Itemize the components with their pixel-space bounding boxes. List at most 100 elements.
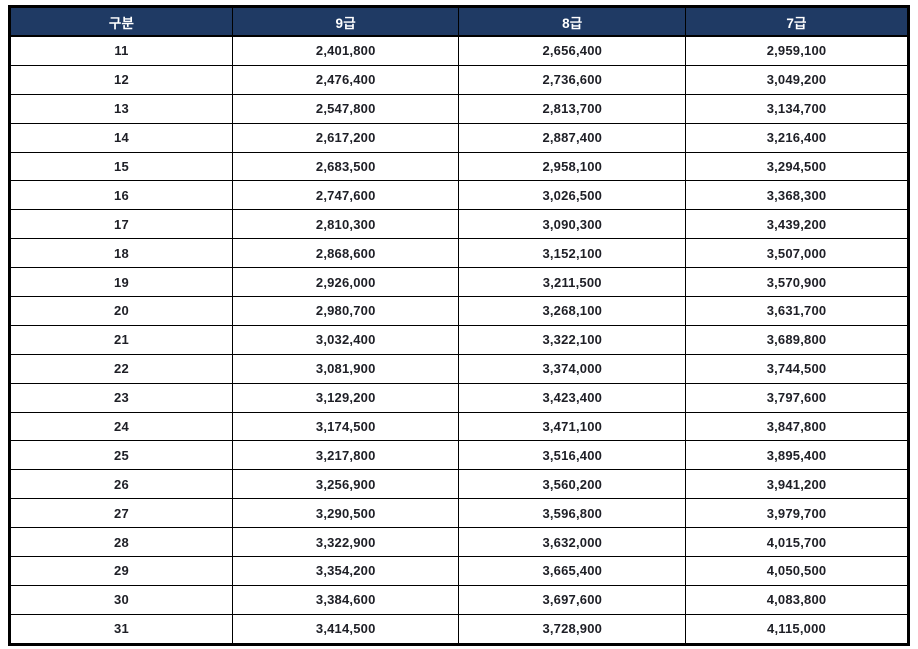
table-row: 29 3,354,200 3,665,400 4,050,500 [9,556,909,586]
table-row: 15 2,683,500 2,958,100 3,294,500 [9,151,909,182]
salary-grade9-cell: 2,747,600 [231,180,460,211]
salary-grade9-cell: 2,401,800 [231,35,460,66]
salary-grade8-cell: 2,813,700 [458,93,687,124]
step-cell: 22 [9,353,233,384]
salary-table: 구분 9급 8급 7급 11 2,401,800 2,656,400 2,959,10… [8,5,910,646]
step-cell: 17 [9,209,233,240]
salary-grade9-cell: 3,384,600 [231,584,460,615]
salary-grade8-cell: 2,736,600 [458,64,687,95]
table-body: 11 2,401,800 2,656,400 2,959,100 12 2,476,400… [9,35,909,645]
table-row: 30 3,384,600 3,697,600 4,083,800 [9,584,909,615]
salary-grade8-cell: 3,516,400 [458,440,687,471]
salary-grade8-cell: 3,211,500 [458,267,687,298]
salary-grade8-cell: 2,958,100 [458,151,687,182]
salary-grade7-cell: 3,979,700 [685,498,909,529]
salary-grade9-cell: 2,547,800 [231,93,460,124]
salary-grade7-cell: 4,083,800 [685,584,909,615]
step-cell: 25 [9,440,233,471]
salary-grade9-cell: 2,926,000 [231,267,460,298]
salary-grade7-cell: 3,895,400 [685,440,909,471]
salary-grade8-cell: 2,656,400 [458,35,687,66]
salary-grade9-cell: 3,081,900 [231,353,460,384]
step-cell: 16 [9,180,233,211]
step-cell: 12 [9,64,233,95]
salary-grade9-cell: 3,414,500 [231,613,460,645]
table-row: 19 2,926,000 3,211,500 3,570,900 [9,267,909,298]
step-cell: 31 [9,613,233,645]
salary-grade9-cell: 3,174,500 [231,411,460,442]
salary-grade9-cell: 3,354,200 [231,556,460,586]
salary-grade8-cell: 3,268,100 [458,296,687,326]
table-row: 16 2,747,600 3,026,500 3,368,300 [9,180,909,211]
salary-grade8-cell: 3,322,100 [458,324,687,355]
salary-grade7-cell: 3,368,300 [685,180,909,211]
salary-grade7-cell: 3,134,700 [685,93,909,124]
salary-grade9-cell: 2,476,400 [231,64,460,95]
step-cell: 21 [9,324,233,355]
header-cell-grade7: 7급 [685,6,909,37]
salary-grade7-cell: 3,847,800 [685,411,909,442]
step-cell: 23 [9,382,233,413]
table-row: 12 2,476,400 2,736,600 3,049,200 [9,64,909,95]
salary-grade7-cell: 3,570,900 [685,267,909,298]
salary-grade7-cell: 3,689,800 [685,324,909,355]
step-cell: 13 [9,93,233,124]
step-cell: 27 [9,498,233,529]
step-cell: 20 [9,296,233,326]
table-row: 25 3,217,800 3,516,400 3,895,400 [9,440,909,471]
salary-grade9-cell: 3,322,900 [231,527,460,558]
salary-grade7-cell: 3,439,200 [685,209,909,240]
table-row: 17 2,810,300 3,090,300 3,439,200 [9,209,909,240]
step-cell: 19 [9,267,233,298]
salary-grade7-cell: 3,507,000 [685,238,909,269]
salary-grade9-cell: 3,032,400 [231,324,460,355]
step-cell: 29 [9,556,233,586]
step-cell: 30 [9,584,233,615]
table-row: 27 3,290,500 3,596,800 3,979,700 [9,498,909,529]
table-row: 24 3,174,500 3,471,100 3,847,800 [9,411,909,442]
salary-grade7-cell: 3,049,200 [685,64,909,95]
table-header: 구분 9급 8급 7급 [9,6,909,37]
step-cell: 15 [9,151,233,182]
table-row: 14 2,617,200 2,887,400 3,216,400 [9,122,909,153]
salary-grade8-cell: 3,026,500 [458,180,687,211]
salary-grade8-cell: 3,665,400 [458,556,687,586]
table-row: 31 3,414,500 3,728,900 4,115,000 [9,613,909,645]
step-cell: 14 [9,122,233,153]
salary-grade7-cell: 3,631,700 [685,296,909,326]
salary-grade7-cell: 2,959,100 [685,35,909,66]
table-row: 20 2,980,700 3,268,100 3,631,700 [9,296,909,326]
salary-grade9-cell: 2,810,300 [231,209,460,240]
salary-grade7-cell: 3,294,500 [685,151,909,182]
salary-grade7-cell: 3,216,400 [685,122,909,153]
salary-grade9-cell: 3,290,500 [231,498,460,529]
salary-grade9-cell: 2,683,500 [231,151,460,182]
salary-grade8-cell: 3,632,000 [458,527,687,558]
salary-grade8-cell: 2,887,400 [458,122,687,153]
table-row: 11 2,401,800 2,656,400 2,959,100 [9,35,909,66]
step-cell: 18 [9,238,233,269]
salary-grade8-cell: 3,374,000 [458,353,687,384]
salary-grade9-cell: 3,129,200 [231,382,460,413]
salary-grade9-cell: 3,256,900 [231,469,460,500]
salary-grade8-cell: 3,697,600 [458,584,687,615]
salary-grade8-cell: 3,560,200 [458,469,687,500]
salary-grade7-cell: 4,050,500 [685,556,909,586]
table-row: 23 3,129,200 3,423,400 3,797,600 [9,382,909,413]
table-row: 28 3,322,900 3,632,000 4,015,700 [9,527,909,558]
step-cell: 11 [9,35,233,66]
step-cell: 26 [9,469,233,500]
salary-grade9-cell: 2,868,600 [231,238,460,269]
salary-grade8-cell: 3,090,300 [458,209,687,240]
salary-grade7-cell: 3,797,600 [685,382,909,413]
table-row: 18 2,868,600 3,152,100 3,507,000 [9,238,909,269]
salary-grade7-cell: 4,015,700 [685,527,909,558]
salary-grade9-cell: 2,617,200 [231,122,460,153]
step-cell: 24 [9,411,233,442]
header-cell-grade9: 9급 [231,6,460,37]
table-row: 26 3,256,900 3,560,200 3,941,200 [9,469,909,500]
table-row: 13 2,547,800 2,813,700 3,134,700 [9,93,909,124]
salary-grade7-cell: 3,941,200 [685,469,909,500]
header-cell-grade8: 8급 [458,6,687,37]
